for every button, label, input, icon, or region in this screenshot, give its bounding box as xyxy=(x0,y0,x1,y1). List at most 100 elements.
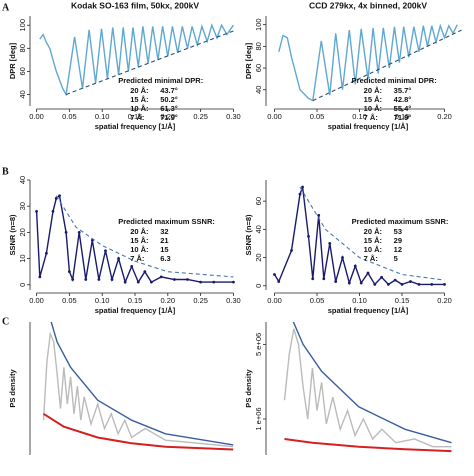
y-axis-label: PS density xyxy=(244,369,253,408)
point xyxy=(117,257,120,260)
y-tick-label: 80 xyxy=(254,42,263,50)
x-axis-label: spatial frequency [1/Å] xyxy=(95,122,176,131)
point xyxy=(35,210,38,213)
y-tick-label: 40 xyxy=(18,90,27,98)
point xyxy=(38,275,42,279)
annotation-key: 15 Å: xyxy=(364,236,382,245)
point xyxy=(317,213,321,217)
point xyxy=(366,271,370,275)
point xyxy=(123,280,127,284)
series-line xyxy=(299,186,445,281)
annotation-heading: Predicted minimal DPR: xyxy=(352,76,437,85)
x-axis-label: spatial frequency [1/Å] xyxy=(328,122,409,131)
point xyxy=(417,282,421,286)
y-tick-label: 0 xyxy=(254,284,263,288)
series-line xyxy=(42,330,234,448)
annotation-value: 21 xyxy=(160,236,168,245)
x-tick-label: 0.25 xyxy=(193,112,208,121)
series-line xyxy=(39,23,234,97)
x-tick-label: 0.20 xyxy=(437,112,452,121)
series-line xyxy=(283,328,452,448)
annotation-value: 12 xyxy=(394,245,402,254)
y-axis-label: SSNR (n=8) xyxy=(244,214,253,256)
x-tick-label: 0.00 xyxy=(267,296,282,305)
point xyxy=(341,256,344,259)
point xyxy=(136,280,140,284)
point xyxy=(409,280,412,283)
point xyxy=(58,194,61,198)
annotation-value: 61.3° xyxy=(160,104,178,113)
annotation-key: 20 Å: xyxy=(364,86,382,95)
point xyxy=(443,282,446,286)
y-tick-label: 30 xyxy=(18,202,27,210)
annotation-value: 71.9° xyxy=(160,113,178,122)
series-line xyxy=(278,23,458,102)
annotation-key: 15 Å: xyxy=(130,236,148,245)
annotation-value: 5 xyxy=(394,254,398,263)
annotation-key: 15 Å: xyxy=(130,95,148,104)
annotation-value: 42.8° xyxy=(394,95,412,104)
annotation-key: 10 Å: xyxy=(364,104,382,113)
point xyxy=(290,249,293,252)
x-tick-label: 0.00 xyxy=(267,112,282,121)
y-tick-label: 80 xyxy=(18,44,27,52)
x-tick-label: 0.05 xyxy=(310,296,325,305)
y-tick-label: 60 xyxy=(254,64,263,72)
point xyxy=(373,282,377,286)
y-axis-label: DPR [deg] xyxy=(244,42,253,79)
x-tick-label: 0.30 xyxy=(226,112,241,121)
y-tick-label: 20 xyxy=(18,228,27,236)
series-line xyxy=(55,195,234,278)
annotation-value: 55.4° xyxy=(394,104,412,113)
point xyxy=(199,280,203,284)
x-tick-label: 0.10 xyxy=(352,112,367,121)
point xyxy=(110,278,114,281)
point xyxy=(130,265,134,268)
y-tick-label: 40 xyxy=(254,225,263,233)
series-line xyxy=(292,322,452,444)
annotation-value: 32 xyxy=(160,227,168,236)
point xyxy=(353,264,357,268)
series-line xyxy=(50,322,234,446)
x-tick-label: 0.10 xyxy=(95,112,110,121)
annotation-key: 7 Å: xyxy=(364,113,378,122)
point xyxy=(212,280,216,284)
point xyxy=(273,273,276,276)
y-tick-label: 40 xyxy=(254,86,263,94)
point xyxy=(97,278,101,281)
x-tick-label: 0.30 xyxy=(226,296,241,305)
annotation-value: 35.7° xyxy=(394,86,412,95)
annotation-value: 50.2° xyxy=(160,95,178,104)
annotation-key: 10 Å: xyxy=(364,245,382,254)
point xyxy=(328,242,332,245)
y-tick-label: 60 xyxy=(254,197,263,205)
annotation-heading: Predicted maximum SSNR: xyxy=(352,217,449,226)
point xyxy=(359,281,363,285)
annotation-value: 71.9° xyxy=(394,113,412,122)
y-tick-label: 40 xyxy=(18,176,27,184)
x-axis-label: spatial frequency [1/Å] xyxy=(95,306,176,315)
point xyxy=(347,281,351,285)
y-axis-label: SSNR (n=8) xyxy=(8,214,17,256)
panel-label: A xyxy=(2,2,10,13)
point xyxy=(298,192,302,196)
x-tick-label: 0.15 xyxy=(128,296,143,305)
series-line xyxy=(273,186,445,286)
y-tick-label: 0 xyxy=(18,283,27,287)
point xyxy=(232,280,235,284)
point xyxy=(150,280,153,284)
annotation-key: 15 Å: xyxy=(364,95,382,104)
y-tick-label: 100 xyxy=(18,19,27,32)
annotation-key: 20 Å: xyxy=(364,227,382,236)
x-tick-label: 0.05 xyxy=(310,112,325,121)
annotation-value: 29 xyxy=(394,236,402,245)
annotation-key: 7 Å: xyxy=(130,113,144,122)
point xyxy=(84,278,88,281)
x-tick-label: 0.15 xyxy=(128,112,143,121)
chart-title: Kodak SO-163 film, 50kx, 200kV xyxy=(71,0,199,10)
x-tick-label: 0.25 xyxy=(193,296,208,305)
annotation-heading: Predicted minimal DPR: xyxy=(118,76,203,85)
x-tick-label: 0.00 xyxy=(29,296,44,305)
y-tick-label: 100 xyxy=(254,18,263,31)
